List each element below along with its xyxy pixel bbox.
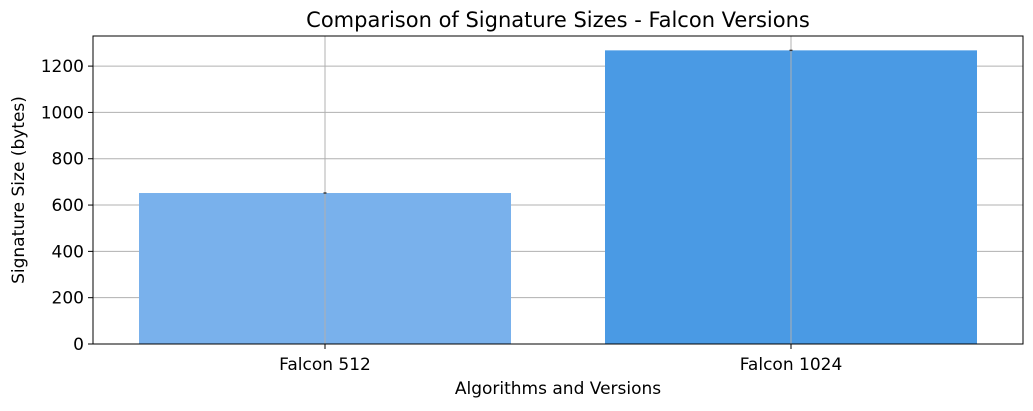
y-tick-label: 600 (52, 196, 84, 216)
errorbar-layer (323, 49, 793, 194)
x-axis-ticks: Falcon 512 Falcon 1024 (279, 344, 842, 375)
y-tick-label: 1000 (41, 103, 84, 123)
y-tick-label: 0 (73, 335, 84, 355)
x-tick-label: Falcon 512 (279, 355, 371, 375)
y-tick-label: 400 (52, 242, 84, 262)
vertical-grid-layer (324, 36, 792, 344)
x-axis-title: Algorithms and Versions (455, 379, 661, 399)
bars-layer (139, 50, 977, 344)
y-tick-label: 1200 (41, 57, 84, 77)
y-axis-ticks: 0 200 400 600 800 1000 1200 (41, 57, 93, 355)
x-tick-label: Falcon 1024 (740, 355, 843, 375)
y-tick-label: 800 (52, 150, 84, 170)
y-axis-title: Signature Size (bytes) (9, 96, 29, 284)
chart-title: Comparison of Signature Sizes - Falcon V… (306, 8, 810, 32)
plot-frame (92, 35, 1024, 345)
y-tick-label: 200 (52, 289, 84, 309)
